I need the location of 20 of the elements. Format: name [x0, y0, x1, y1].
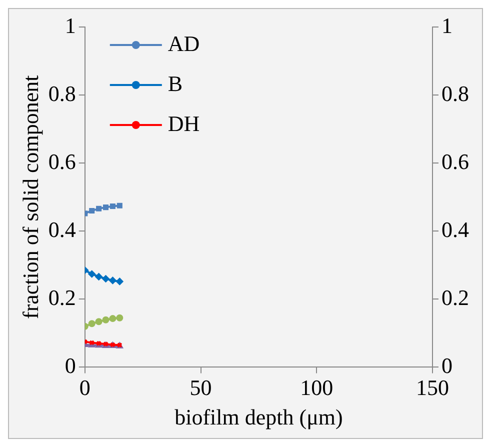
y-tick-label: 0.8 [48, 80, 76, 106]
legend-label: DH [168, 110, 200, 136]
x-tick-label: 50 [190, 375, 212, 400]
y2-tick-label: 0.4 [442, 216, 469, 242]
y-tick-label: 1 [64, 12, 76, 38]
legend-label: AD [168, 30, 200, 56]
legend-label: B [168, 70, 183, 96]
x-tick-label: 100 [300, 375, 334, 400]
x-tick-label: 150 [416, 375, 449, 400]
y-axis-title: fraction of solid component [18, 75, 43, 319]
y-tick-label: 0 [64, 352, 76, 378]
y2-tick-label: 0 [442, 352, 452, 378]
y2-tick-label: 0.2 [442, 284, 469, 310]
y2-tick-label: 1 [442, 12, 452, 38]
y-tick-label: 0.4 [48, 216, 76, 242]
y2-tick-label: 0.8 [442, 80, 469, 106]
y2-tick-label: 0.6 [442, 148, 469, 174]
y-tick-label: 0.2 [48, 284, 76, 310]
y-tick-label: 0.6 [48, 148, 76, 174]
x-axis-title: biofilm depth (μm) [174, 404, 343, 430]
